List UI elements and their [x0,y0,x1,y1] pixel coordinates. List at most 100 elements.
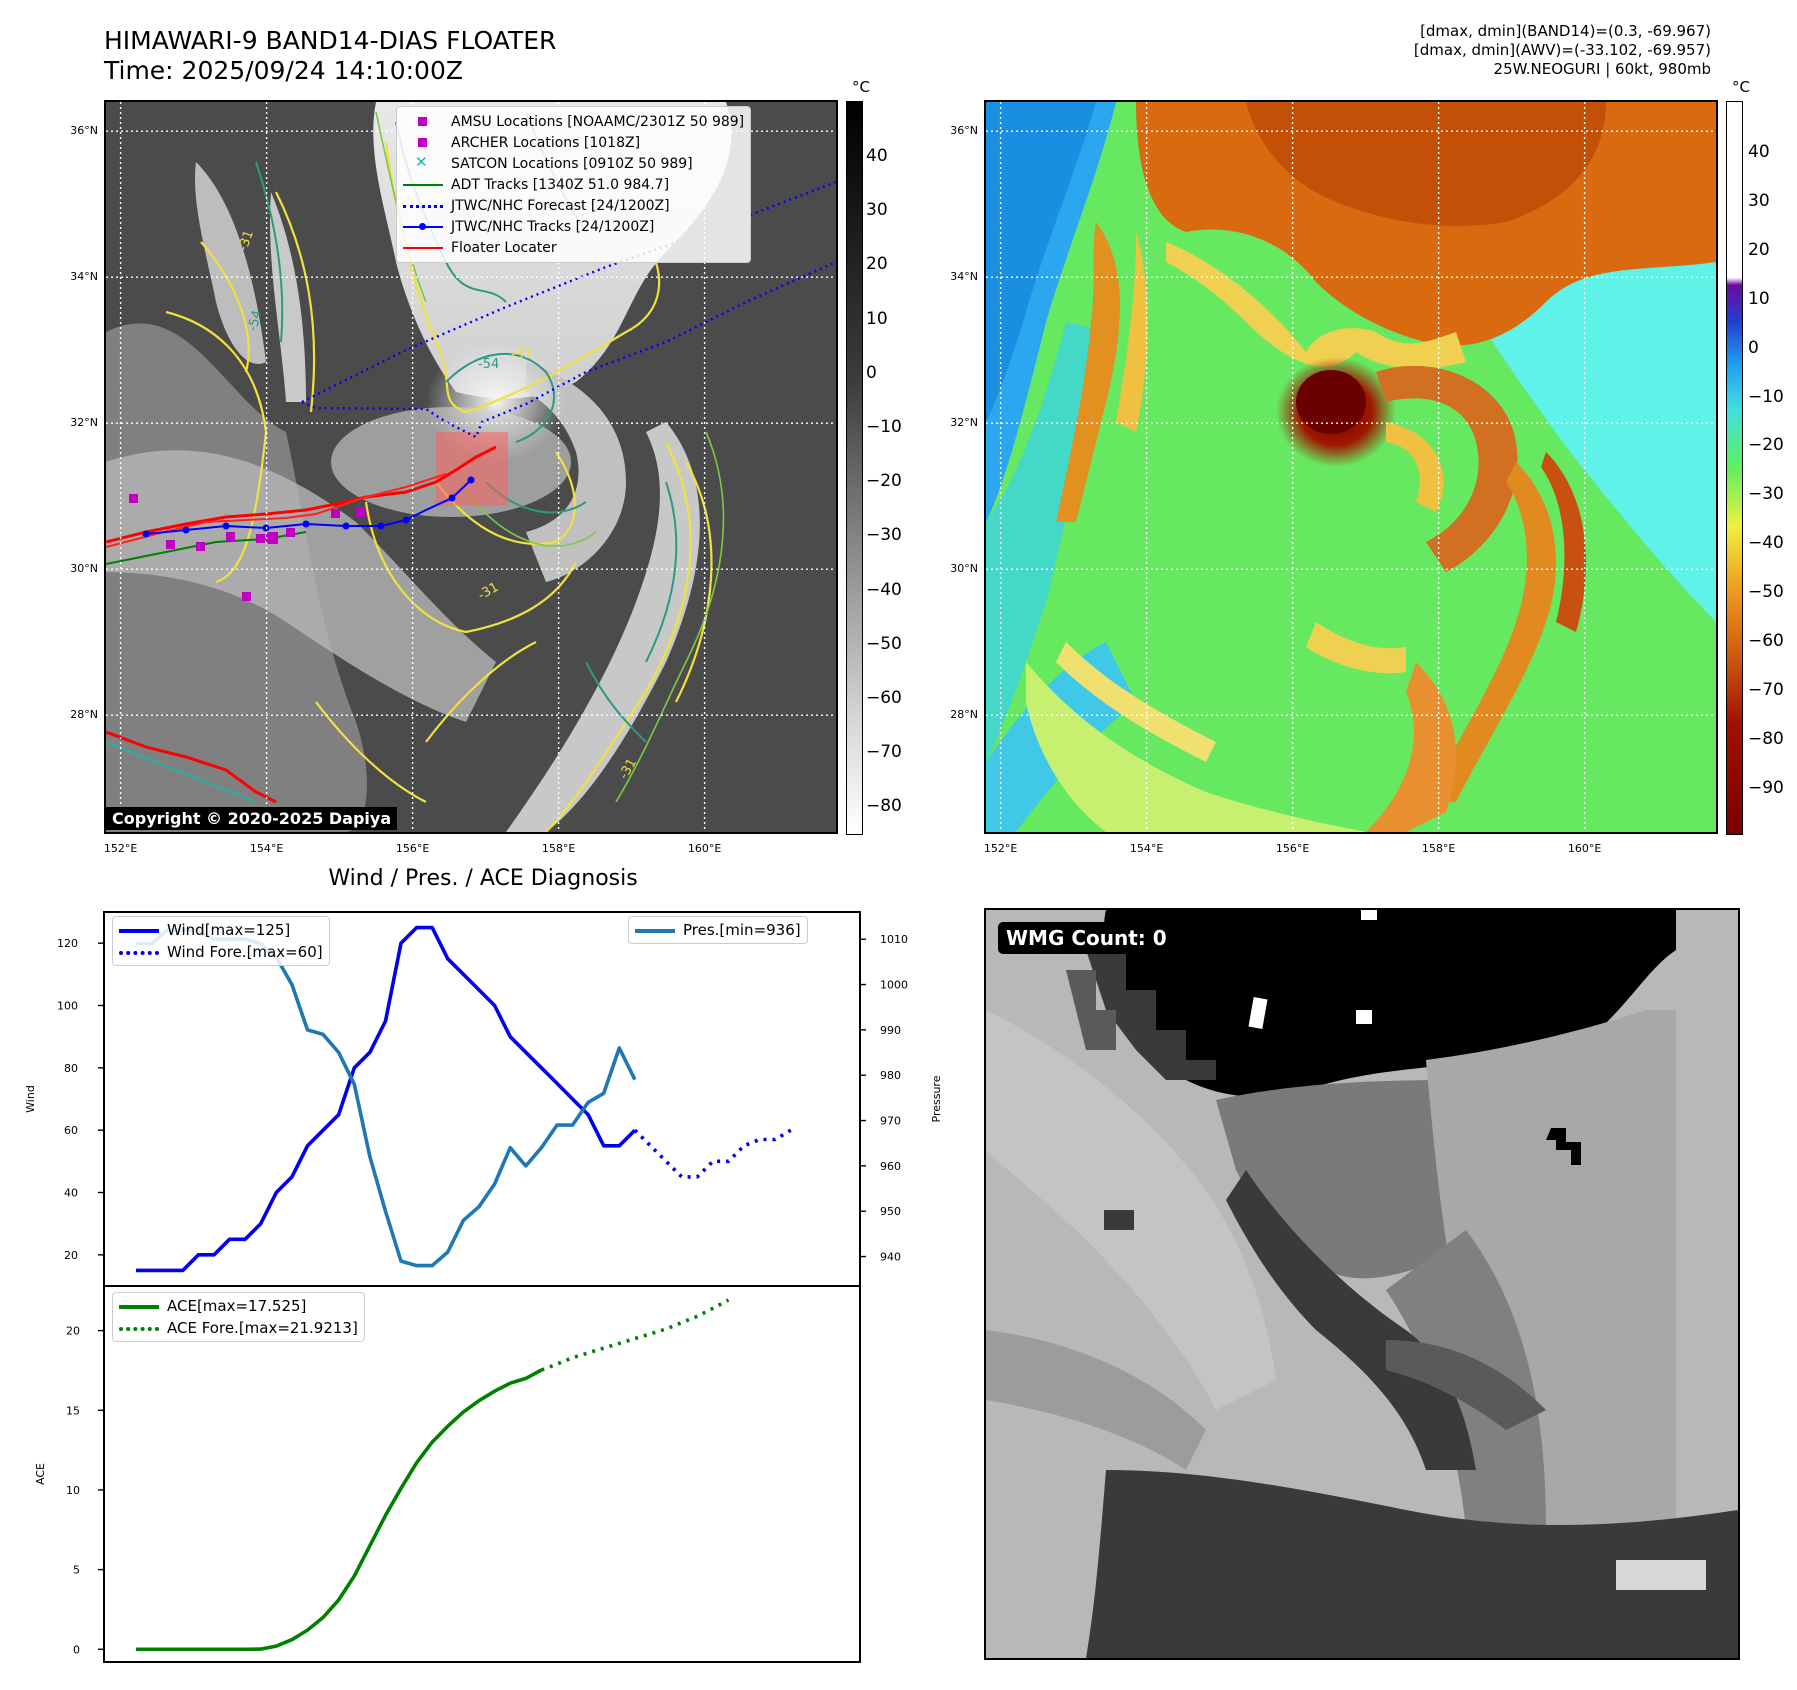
legend-label: Floater Locater [451,239,557,256]
legend-label: Pres.[min=936] [683,921,801,939]
wind-y-ticks: 20 40 60 80 100 120 [57,937,104,1262]
contour-label: -54 [245,309,265,333]
y-tick-label: 0 [73,1643,80,1656]
floater-track-south [106,730,277,804]
figure-subtitle: [dmax, dmin](BAND14)=(0.3, -69.967) [dma… [1414,22,1711,79]
y-tick-label: 20 [66,1325,80,1338]
wind-pressure-axes [103,911,861,1287]
wind-legend: Wind[max=125] Wind Fore.[max=60] [112,916,330,966]
colorbar-tick-label: 10 [1748,288,1770,309]
lon-tick-label: 152°E [103,842,138,855]
ace-forecast-series-line [540,1298,730,1372]
colorbar-tick-label: −40 [1748,533,1784,554]
y-tick-label: 5 [73,1564,80,1577]
legend-entry: JTWC/NHC Forecast [24/1200Z] [403,195,744,216]
lat-tick-label: 30°N [950,562,978,576]
contour-label: -31 [236,228,257,253]
ace-series-line [136,1368,543,1652]
contour-label: -31 [511,347,532,362]
pressure-y-ticks: 940 950 960 970 980 990 1000 1010 [860,933,908,1264]
colorbar-tick-label: −70 [866,742,902,763]
ace-axes [103,1285,861,1663]
lon-tick-label: 154°E [249,842,284,855]
jtwc-forecast-track [301,260,836,439]
lon-tick-label: 154°E [1129,842,1164,855]
colorbar-tick-label: 30 [866,200,888,221]
legend-swatch-wind-fore [119,945,159,959]
legend-swatch [403,136,443,150]
legend-swatch [403,199,443,213]
colorbar-tick-label: 0 [866,362,877,383]
subtitle-line-1: [dmax, dmin](BAND14)=(0.3, -69.967) [1420,22,1711,40]
lat-tick-label: 32°N [70,416,98,430]
pressure-series-line [136,928,637,1268]
colorbar-tick-label: −60 [866,688,902,708]
lat-tick-label: 28°N [70,708,98,722]
legend-label: JTWC/NHC Tracks [24/1200Z] [451,218,655,235]
legend-entry: AMSU Locations [NOAAMC/2301Z 50 989] [403,111,744,132]
floater-track-zigzag [106,473,447,548]
legend-entry: ACE[max=17.525] [119,1295,358,1317]
y-tick-label: 100 [57,1000,78,1013]
legend-swatch: ✕ [415,152,428,171]
y-tick-label: 120 [57,937,78,950]
floater-track [106,445,497,544]
legend-swatch [403,220,443,234]
lat-tick-label: 34°N [950,270,978,284]
lon-tick-label: 156°E [395,842,430,855]
awv-map-image [986,102,1716,832]
legend-label: Wind Fore.[max=60] [167,943,323,961]
y-tick-label: 60 [64,1124,78,1137]
wmg-count-badge: WMG Count: 0 [998,922,1175,954]
legend-entry: ARCHER Locations [1018Z] [403,132,744,153]
legend-label: SATCON Locations [0910Z 50 989] [451,155,693,172]
lat-tick-label: 30°N [70,562,98,576]
title-line-2: Time: 2025/09/24 14:10:00Z [104,56,463,85]
lon-tick-label: 158°E [1421,842,1456,855]
wind-axis-label: Wind [24,1085,37,1113]
colorbar-tick-label: 20 [1748,239,1770,260]
lat-tick-label: 34°N [70,270,98,284]
ace-axis-label: ACE [34,1463,47,1485]
colorbar-tick-label: −10 [1748,386,1784,407]
colorbar-tick-label: −40 [866,579,902,600]
y-tick-label: 20 [64,1249,78,1262]
colorbar-tick-label: −30 [866,525,902,546]
legend-label: ARCHER Locations [1018Z] [451,134,641,151]
legend-label: ADT Tracks [1340Z 51.0 984.7] [451,176,670,193]
colorbar-tick-label: −70 [1748,679,1784,700]
colorbar-tick-label: −50 [1748,582,1784,603]
y-tick-label: 10 [66,1484,80,1497]
legend-swatch [403,115,443,129]
ace-legend: ACE[max=17.525] ACE Fore.[max=21.9213] [112,1292,365,1342]
legend-swatch [403,178,443,192]
colorbar-color-unit: °C [1732,78,1750,96]
legend-label: Wind[max=125] [167,921,291,939]
legend-entry: Floater Locater [403,237,744,258]
legend-entry: ADT Tracks [1340Z 51.0 984.7] [403,174,744,195]
colorbar-tick-label: 20 [866,254,888,275]
ir-map-panel: -31 -54 -31 -31 -54 -31 [104,100,838,834]
legend-entry: Wind[max=125] [119,919,323,941]
lat-tick-label: 36°N [70,124,98,138]
y-tick-label: 950 [880,1205,901,1218]
lon-tick-label: 152°E [983,842,1018,855]
subtitle-line-2: [dmax, dmin](AWV)=(-33.102, -69.957) [1413,41,1711,59]
colorbar-tick-label: −30 [1748,484,1784,505]
y-tick-label: 990 [880,1024,901,1037]
legend-swatch [403,241,443,255]
wmg-panel: WMG Count: 0 [984,908,1740,1660]
title-line-1: HIMAWARI-9 BAND14-DIAS FLOATER [104,26,557,55]
legend-entry: ACE Fore.[max=21.9213] [119,1317,358,1339]
y-tick-label: 1010 [880,933,908,946]
floater-locater-box [436,432,508,506]
legend-entry: Pres.[min=936] [635,919,801,941]
legend-label: ACE Fore.[max=21.9213] [167,1319,358,1337]
adt-track [106,531,307,565]
lat-tick-label: 28°N [950,708,978,722]
y-tick-label: 80 [64,1062,78,1075]
ace-y-ticks: 0 5 10 15 20 [66,1325,104,1656]
y-tick-label: 980 [880,1069,901,1082]
subtitle-line-3: 25W.NEOGURI | 60kt, 980mb [1493,60,1711,78]
